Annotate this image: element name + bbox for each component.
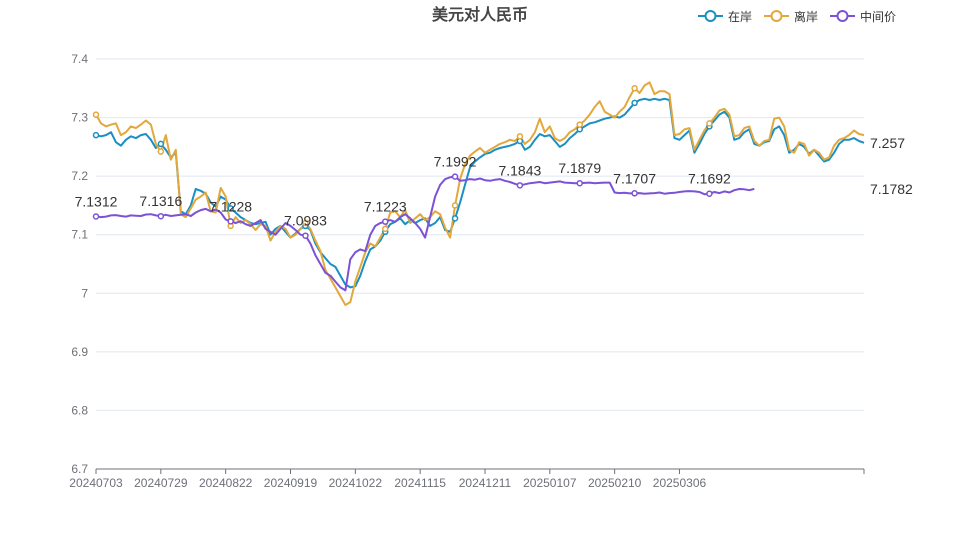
data-label: 7.0983 bbox=[284, 213, 327, 229]
x-tick-label: 20240919 bbox=[264, 476, 318, 490]
series-lines: 7.257 7.1782 bbox=[95, 81, 913, 306]
x-tick-label: 20240729 bbox=[134, 476, 188, 490]
legend-marker bbox=[770, 10, 783, 22]
y-tick-label: 6.8 bbox=[71, 403, 88, 417]
series-end-label: 7.1782 bbox=[870, 181, 913, 197]
y-tick-label: 7.2 bbox=[71, 169, 88, 183]
x-tick-label: 20241211 bbox=[459, 476, 512, 490]
y-tick-label: 7.4 bbox=[71, 52, 88, 66]
data-point-marker bbox=[381, 225, 389, 233]
data-label: 7.1992 bbox=[434, 154, 477, 170]
data-point-marker bbox=[92, 131, 100, 139]
y-axis: 6.7 6.8 6.9 7 7.1 7.2 7.3 7.4 bbox=[71, 52, 88, 476]
data-point-marker bbox=[92, 111, 100, 118]
legend-item-1[interactable]: 在岸 bbox=[698, 10, 752, 24]
y-tick-label: 6.9 bbox=[71, 345, 88, 359]
data-point-marker bbox=[451, 173, 459, 180]
x-axis: 20240703 20240729 20240822 20240919 20241022… bbox=[69, 469, 865, 490]
data-point-marker bbox=[157, 140, 165, 148]
data-point-marker bbox=[631, 85, 638, 92]
data-label: 7.1692 bbox=[688, 171, 731, 187]
grid-lines bbox=[96, 58, 864, 470]
data-point-marker bbox=[706, 120, 713, 127]
data-point-marker bbox=[516, 133, 524, 140]
data-point-marker bbox=[157, 148, 165, 155]
data-label: 7.1879 bbox=[558, 160, 601, 176]
x-tick-label: 20250107 bbox=[523, 476, 577, 490]
legend-label: 中间价 bbox=[860, 9, 896, 24]
y-tick-label: 7.1 bbox=[71, 228, 88, 242]
series-line-2 bbox=[95, 81, 865, 306]
data-label: 7.1228 bbox=[209, 198, 252, 214]
legend-marker bbox=[704, 10, 717, 22]
x-tick-label: 20241115 bbox=[394, 476, 446, 490]
data-label: 7.1316 bbox=[139, 193, 182, 209]
data-point-marker bbox=[516, 182, 524, 189]
legend-item-3[interactable]: 中间价 bbox=[830, 9, 896, 24]
data-label: 7.1707 bbox=[613, 170, 656, 186]
data-point-marker bbox=[302, 232, 309, 239]
data-point-marker bbox=[576, 121, 583, 128]
x-tick-label: 20240822 bbox=[199, 476, 253, 490]
chart-title: 美元对人民币 bbox=[432, 5, 528, 24]
data-point-marker bbox=[227, 218, 234, 225]
annotations: 7.1312 7.1316 7.1228 7.0983 7.1223 7.1992 7.18… bbox=[75, 85, 731, 239]
y-tick-label: 6.7 bbox=[71, 462, 88, 476]
data-point-marker bbox=[381, 218, 389, 225]
data-point-marker bbox=[631, 190, 638, 197]
data-point-marker bbox=[157, 212, 165, 220]
series-end-label: 7.257 bbox=[870, 135, 905, 151]
series-line-1 bbox=[95, 97, 865, 289]
data-point-marker bbox=[227, 205, 234, 212]
data-label: 7.1223 bbox=[364, 199, 407, 215]
legend[interactable]: 在岸 离岸 中间价 bbox=[698, 9, 896, 24]
x-tick-label: 20250306 bbox=[653, 476, 707, 490]
legend-marker bbox=[836, 10, 849, 22]
y-tick-label: 7 bbox=[81, 286, 88, 300]
data-point-marker bbox=[631, 99, 638, 107]
data-label: 7.1843 bbox=[498, 162, 541, 178]
series-line-3 bbox=[95, 175, 755, 292]
data-point-marker bbox=[451, 202, 459, 209]
data-point-marker bbox=[302, 219, 309, 227]
legend-label: 在岸 bbox=[728, 10, 752, 24]
legend-item-2[interactable]: 离岸 bbox=[764, 9, 818, 24]
data-point-marker bbox=[706, 190, 713, 197]
data-point-marker bbox=[451, 215, 459, 222]
data-label: 7.1312 bbox=[75, 193, 118, 209]
x-tick-label: 20241022 bbox=[329, 476, 383, 490]
x-tick-label: 20250210 bbox=[588, 476, 642, 490]
y-tick-label: 7.3 bbox=[71, 111, 88, 125]
data-point-marker bbox=[92, 213, 100, 220]
legend-label: 离岸 bbox=[794, 9, 818, 24]
data-point-marker bbox=[576, 179, 583, 187]
x-tick-label: 20240703 bbox=[69, 476, 123, 490]
